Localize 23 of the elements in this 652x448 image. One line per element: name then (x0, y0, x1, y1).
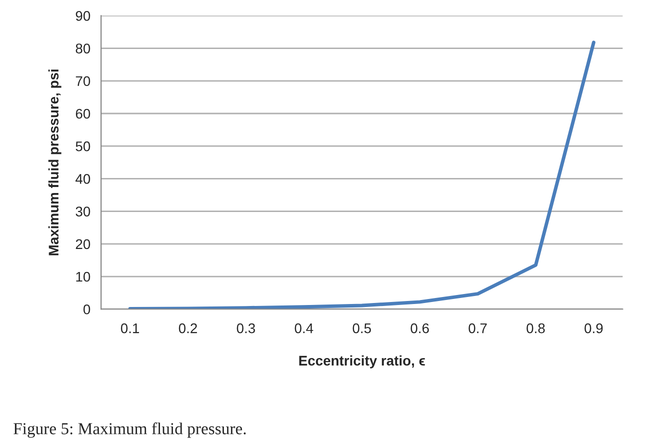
x-axis-title: Eccentricity ratio, ϵ (299, 355, 425, 368)
y-tick-label: 20 (76, 239, 90, 250)
x-tick-label: 0.6 (410, 323, 429, 334)
x-tick-label: 0.5 (352, 323, 371, 334)
x-tick-label: 0.7 (468, 323, 487, 334)
x-tick-label: 0.3 (236, 323, 255, 334)
y-tick-label: 30 (76, 206, 90, 216)
y-tick-label: 90 (76, 11, 90, 21)
x-tick-label: 0.4 (294, 323, 314, 334)
caption: Figure 5: Maximum fluid pressure. (14, 422, 246, 438)
y-tick-label: 0 (83, 304, 90, 314)
y-tick-label: 60 (76, 108, 90, 119)
x-tick-label: 0.1 (120, 323, 140, 334)
y-tick-label: 40 (76, 174, 90, 184)
x-tick-label: 0.9 (584, 323, 603, 334)
line-series (128, 40, 596, 310)
y-axis-title: Maximum fluid pressure, psi (48, 70, 62, 256)
y-tick-label: 80 (76, 44, 90, 54)
y-tick-label: 10 (76, 272, 90, 282)
x-tick-label: 0.8 (526, 323, 545, 334)
x-tick-label: 0.2 (178, 323, 197, 334)
y-tick-label: 50 (76, 141, 90, 152)
y-tick-label: 70 (76, 76, 90, 86)
